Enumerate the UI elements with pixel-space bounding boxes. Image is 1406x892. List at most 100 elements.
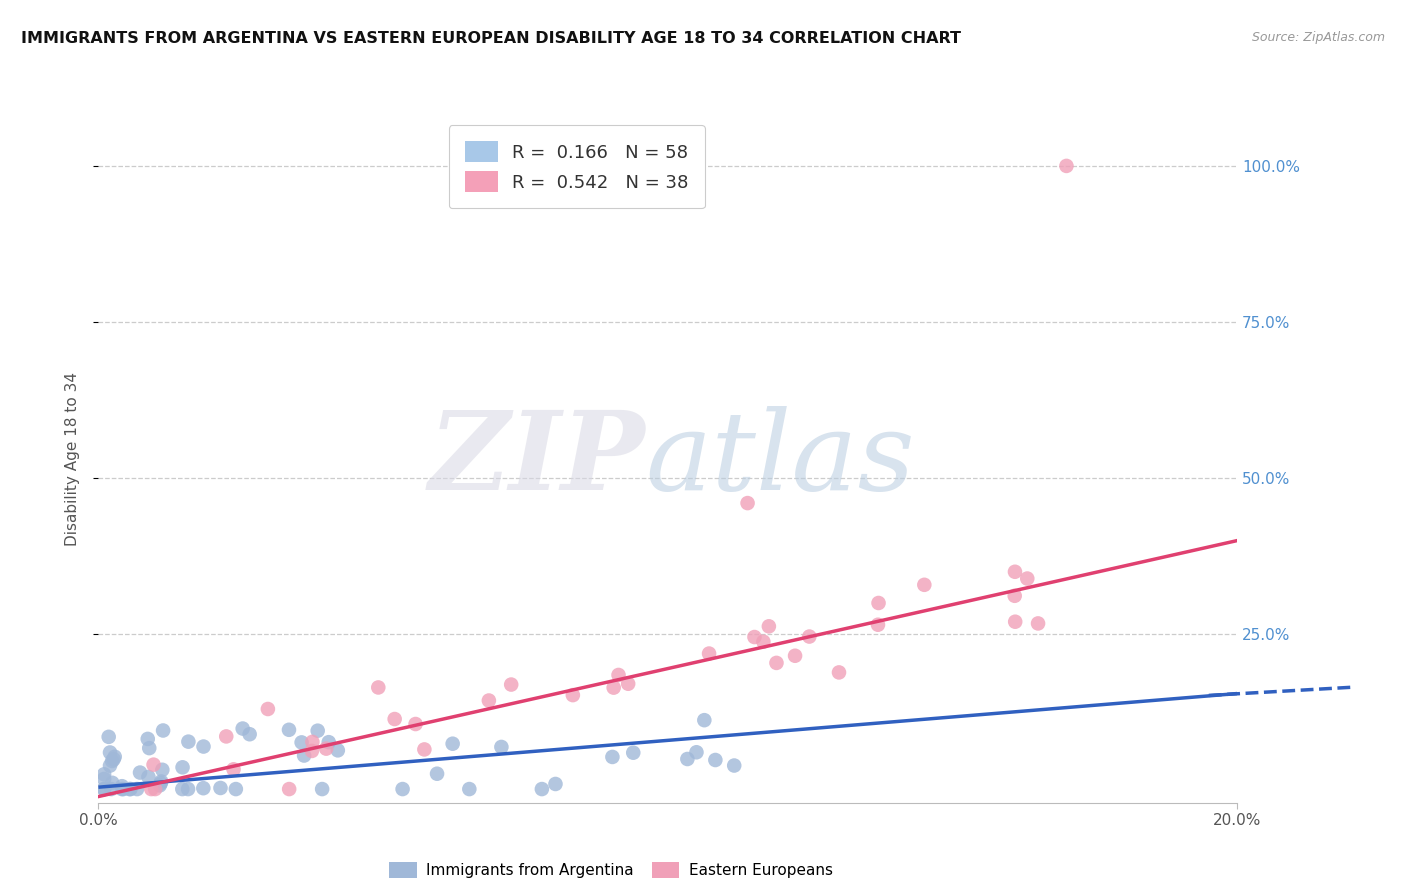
Point — [607, 668, 630, 682]
Point — [149, 778, 172, 792]
Point — [426, 766, 449, 780]
Point — [1017, 572, 1039, 586]
Point — [93, 772, 115, 786]
Point — [544, 777, 567, 791]
Point — [101, 776, 124, 790]
Point — [602, 750, 624, 764]
Text: ZIP: ZIP — [429, 406, 645, 513]
Point — [150, 774, 173, 789]
Point — [141, 782, 163, 797]
Point — [723, 758, 745, 772]
Text: atlas: atlas — [645, 406, 915, 513]
Point — [111, 779, 134, 793]
Point — [125, 782, 148, 797]
Point — [149, 776, 172, 790]
Point — [783, 648, 806, 663]
Point — [138, 770, 160, 784]
Point — [177, 734, 200, 748]
Point — [222, 762, 245, 776]
Point — [405, 717, 427, 731]
Point — [868, 596, 890, 610]
Point — [326, 743, 349, 757]
Point — [142, 757, 165, 772]
Point — [193, 781, 215, 796]
Point — [150, 763, 173, 777]
Point — [367, 681, 389, 695]
Point — [215, 730, 238, 744]
Point — [697, 647, 720, 661]
Point — [100, 782, 122, 797]
Point — [799, 630, 821, 644]
Point — [291, 735, 314, 749]
Point — [693, 713, 716, 727]
Point — [676, 752, 699, 766]
Point — [912, 578, 935, 592]
Point — [1026, 616, 1049, 631]
Point — [301, 744, 323, 758]
Point — [172, 760, 194, 774]
Point — [93, 782, 115, 797]
Point — [172, 782, 194, 797]
Point — [232, 722, 254, 736]
Point — [617, 677, 640, 691]
Point — [101, 754, 124, 768]
Point — [278, 723, 301, 737]
Point — [136, 731, 159, 746]
Point — [1004, 615, 1026, 629]
Point — [752, 634, 775, 648]
Point — [621, 746, 644, 760]
Point — [98, 758, 121, 772]
Point — [318, 735, 340, 749]
Point — [1056, 159, 1078, 173]
Point — [828, 665, 851, 680]
Text: Source: ZipAtlas.com: Source: ZipAtlas.com — [1251, 31, 1385, 45]
Point — [177, 782, 200, 797]
Point — [765, 656, 787, 670]
Point — [391, 782, 413, 797]
Point — [744, 630, 766, 644]
Point — [758, 619, 780, 633]
Point — [530, 782, 553, 797]
Point — [120, 782, 142, 797]
Point — [239, 727, 262, 741]
Point — [501, 677, 523, 691]
Point — [458, 782, 481, 797]
Point — [491, 739, 513, 754]
Point — [301, 735, 323, 749]
Point — [441, 737, 464, 751]
Legend: Immigrants from Argentina, Eastern Europeans: Immigrants from Argentina, Eastern Europ… — [384, 856, 838, 885]
Point — [97, 730, 120, 744]
Point — [384, 712, 406, 726]
Point — [138, 741, 160, 756]
Point — [118, 782, 141, 797]
Point — [152, 723, 174, 738]
Point — [1004, 589, 1026, 603]
Point — [93, 767, 115, 781]
Point — [737, 496, 759, 510]
Y-axis label: Disability Age 18 to 34: Disability Age 18 to 34 — [65, 372, 80, 547]
Point — [104, 749, 127, 764]
Point — [561, 688, 583, 702]
Text: IMMIGRANTS FROM ARGENTINA VS EASTERN EUROPEAN DISABILITY AGE 18 TO 34 CORRELATIO: IMMIGRANTS FROM ARGENTINA VS EASTERN EUR… — [21, 31, 962, 46]
Point — [685, 745, 707, 759]
Point — [129, 765, 152, 780]
Point — [193, 739, 215, 754]
Point — [704, 753, 727, 767]
Point — [866, 617, 889, 632]
Point — [111, 782, 134, 797]
Point — [143, 782, 166, 797]
Point — [257, 702, 280, 716]
Point — [413, 742, 436, 756]
Point — [278, 782, 301, 797]
Point — [209, 780, 232, 795]
Point — [112, 782, 135, 797]
Point — [103, 752, 125, 766]
Point — [307, 723, 329, 738]
Point — [1004, 565, 1026, 579]
Point — [602, 681, 624, 695]
Point — [93, 782, 115, 797]
Point — [311, 782, 333, 797]
Point — [478, 693, 501, 707]
Point — [315, 741, 337, 756]
Point — [225, 782, 247, 797]
